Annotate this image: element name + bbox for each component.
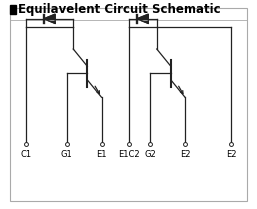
Text: Equilavelent Circuit Schematic: Equilavelent Circuit Schematic — [18, 3, 221, 16]
Text: G2: G2 — [144, 150, 156, 159]
Text: C1: C1 — [20, 150, 31, 159]
Text: E2: E2 — [226, 150, 236, 159]
Polygon shape — [44, 14, 55, 23]
Bar — [10, 5, 16, 14]
Text: E2: E2 — [180, 150, 190, 159]
Polygon shape — [137, 14, 148, 23]
Text: E1C2: E1C2 — [118, 150, 139, 159]
Text: E1: E1 — [96, 150, 107, 159]
Text: G1: G1 — [61, 150, 73, 159]
FancyBboxPatch shape — [10, 8, 247, 201]
